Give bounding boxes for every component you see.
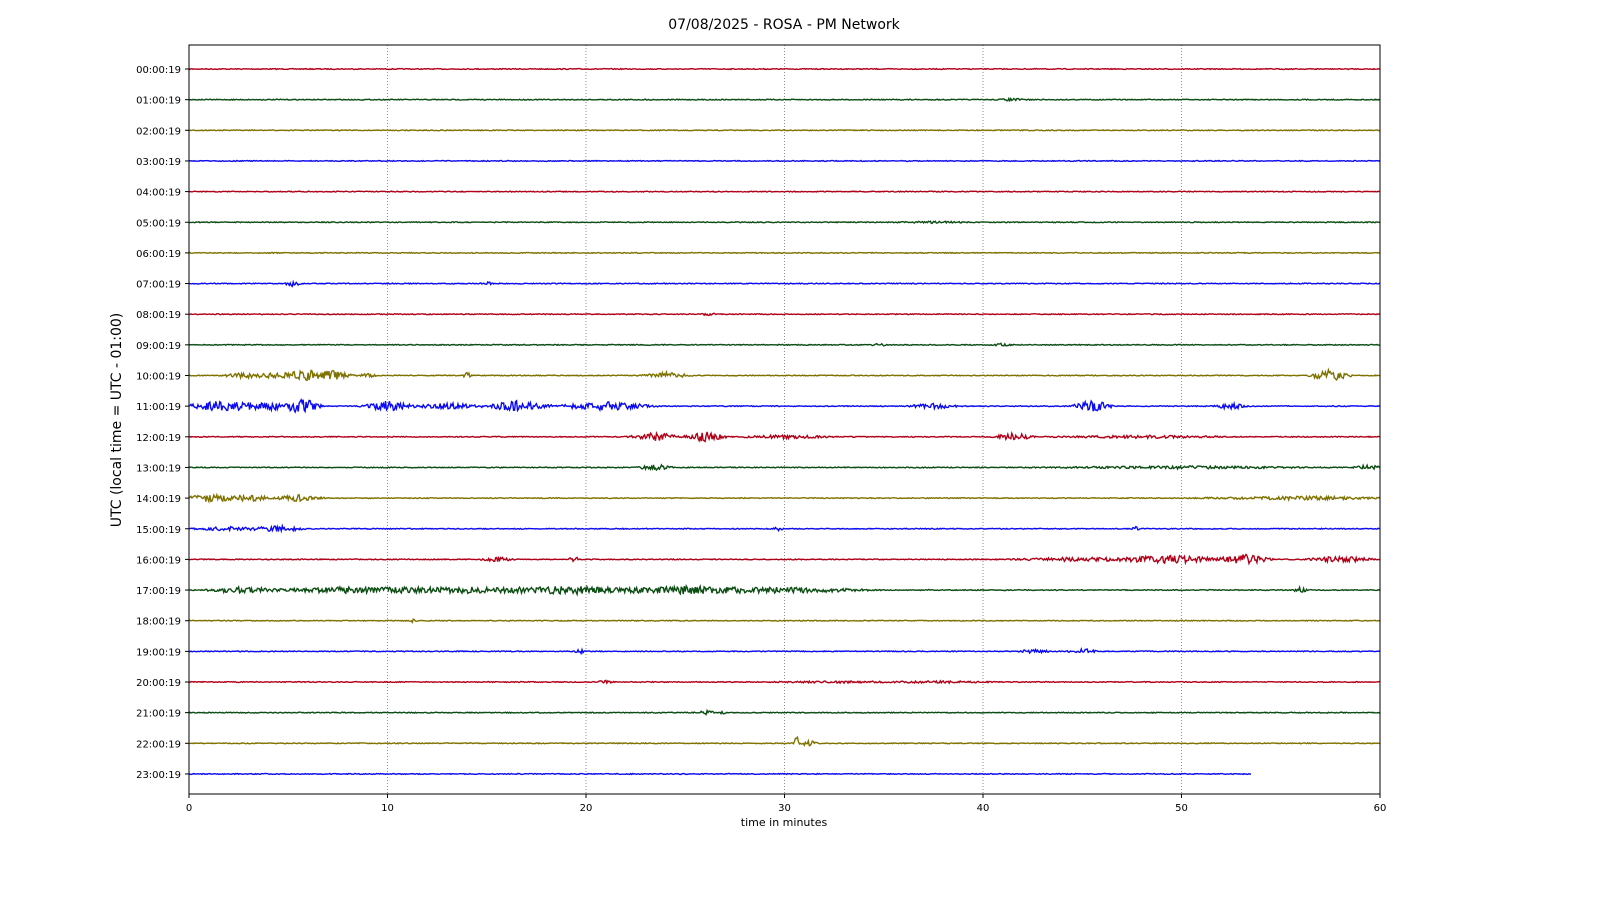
x-tick-label: 60 (1374, 803, 1387, 814)
y-axis-label: UTC (local time = UTC - 01:00) (109, 313, 125, 528)
trace-15-00-19 (189, 526, 1380, 532)
y-tick-label: 13:00:19 (136, 463, 181, 474)
y-tick-label: 10:00:19 (136, 372, 181, 383)
trace-20-00-19 (189, 680, 1380, 683)
y-axis: 00:00:19 01:00:19 02:00:19 03:00:19 04:00:19… (136, 65, 189, 781)
trace-05-00-19 (189, 221, 1380, 223)
y-tick-label: 21:00:19 (136, 709, 181, 720)
y-tick-label: 12:00:19 (136, 433, 181, 444)
trace-00-00-19 (189, 69, 1380, 70)
chart-title: 07/08/2025 - ROSA - PM Network (668, 17, 900, 33)
y-tick-label: 18:00:19 (136, 617, 181, 628)
trace-06-00-19 (189, 252, 1380, 253)
y-tick-label: 04:00:19 (136, 188, 181, 199)
trace-17-00-19 (189, 586, 1380, 594)
trace-23-00-19 (189, 774, 1251, 775)
trace-12-00-19 (189, 432, 1380, 441)
y-tick-label: 11:00:19 (136, 402, 181, 413)
y-tick-label: 22:00:19 (136, 739, 181, 750)
y-tick-label: 19:00:19 (136, 647, 181, 658)
x-axis-label: time in minutes (741, 816, 828, 829)
y-tick-label: 16:00:19 (136, 555, 181, 566)
trace-01-00-19 (189, 98, 1380, 100)
y-tick-label: 02:00:19 (136, 126, 181, 137)
y-tick-label: 06:00:19 (136, 249, 181, 260)
y-tick-label: 20:00:19 (136, 678, 181, 689)
trace-08-00-19 (189, 313, 1380, 315)
y-tick-label: 09:00:19 (136, 341, 181, 352)
y-tick-label: 00:00:19 (136, 65, 181, 76)
trace-02-00-19 (189, 130, 1380, 131)
trace-04-00-19 (189, 191, 1380, 192)
y-tick-label: 03:00:19 (136, 157, 181, 168)
y-tick-label: 15:00:19 (136, 525, 181, 536)
y-tick-label: 07:00:19 (136, 280, 181, 291)
x-tick-label: 0 (186, 803, 192, 814)
trace-09-00-19 (189, 343, 1380, 345)
x-tick-label: 40 (977, 803, 990, 814)
trace-11-00-19 (189, 400, 1380, 412)
x-tick-label: 30 (778, 803, 791, 814)
y-tick-label: 01:00:19 (136, 96, 181, 107)
y-tick-label: 23:00:19 (136, 770, 181, 781)
y-tick-label: 17:00:19 (136, 586, 181, 597)
y-tick-label: 14:00:19 (136, 494, 181, 505)
x-axis: 0 10 20 30 40 50 60 (186, 794, 1387, 814)
x-tick-label: 10 (381, 803, 394, 814)
x-tick-label: 50 (1175, 803, 1188, 814)
y-tick-label: 08:00:19 (136, 310, 181, 321)
x-tick-label: 20 (580, 803, 593, 814)
y-tick-label: 05:00:19 (136, 218, 181, 229)
trace-19-00-19 (189, 649, 1380, 653)
trace-03-00-19 (189, 161, 1380, 162)
